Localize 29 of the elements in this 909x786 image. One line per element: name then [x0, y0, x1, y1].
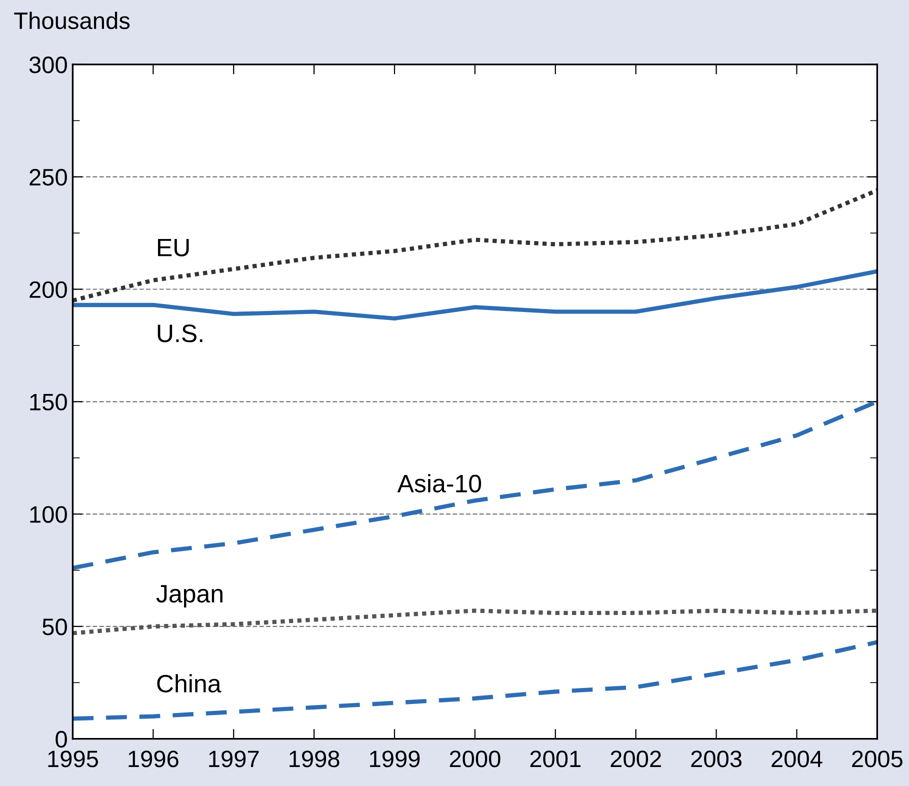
x-tick-label: 1997 — [209, 750, 259, 768]
series-label: U.S. — [158, 324, 202, 342]
x-tick-label: 2003 — [691, 750, 742, 768]
line-series — [72, 640, 878, 721]
x-tick-label: 2002 — [610, 750, 661, 768]
series-label: China — [157, 674, 222, 693]
x-tick-label: 1995 — [48, 750, 98, 768]
x-tick-label: 1998 — [290, 750, 340, 768]
x-tick-label: 2005 — [852, 750, 902, 768]
y-tick-label: 300 — [29, 56, 67, 74]
series-label: Asia-10 — [397, 474, 482, 492]
y-axis-title: Thousands — [14, 12, 130, 30]
y-tick-label: 50 — [42, 618, 67, 636]
x-tick-label: 1996 — [128, 750, 178, 768]
line-series — [72, 400, 878, 570]
x-tick-label: 2001 — [530, 750, 581, 768]
series-label: Japan — [156, 585, 222, 608]
line-series — [72, 608, 878, 636]
line-series — [72, 188, 878, 303]
x-tick-label: 2004 — [772, 750, 822, 768]
x-tick-label: 2000 — [450, 750, 500, 768]
y-tick-label: 250 — [30, 168, 67, 186]
y-tick-label: 200 — [30, 281, 67, 298]
line-series — [72, 269, 878, 321]
y-tick-label: 150 — [30, 394, 67, 410]
y-tick-label: 0 — [56, 730, 67, 748]
y-tick-label: 100 — [30, 506, 67, 523]
x-tick-label: 1999 — [370, 750, 420, 768]
series-label: EU — [158, 238, 189, 256]
